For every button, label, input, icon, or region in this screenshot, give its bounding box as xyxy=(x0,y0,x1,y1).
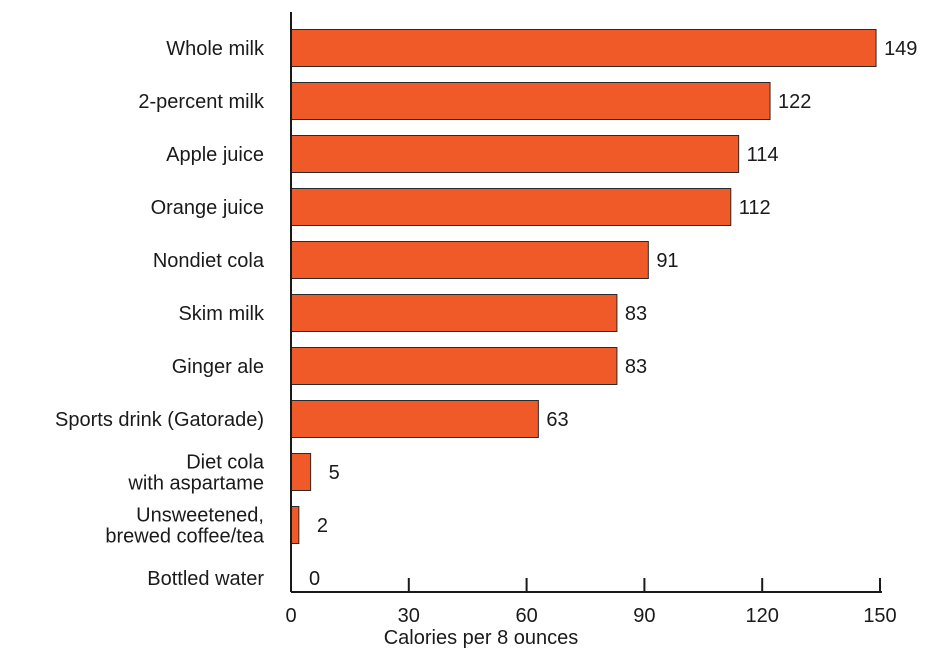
x-tick-label: 30 xyxy=(398,605,420,627)
bar-value-label: 63 xyxy=(546,409,568,431)
bars-layer xyxy=(290,29,877,544)
bar-value-label: 122 xyxy=(778,91,811,113)
bar xyxy=(290,29,877,67)
x-axis-ticks: 0 30 60 90 120 150 xyxy=(285,578,897,627)
bar xyxy=(290,400,539,438)
bar-value-label: 83 xyxy=(625,303,647,325)
category-label: Nondiet cola xyxy=(153,250,265,272)
category-label: Orange juice xyxy=(151,197,264,219)
bar-value-label: 83 xyxy=(625,356,647,378)
category-label: 2-percent milk xyxy=(138,91,265,113)
bar-value-label: 112 xyxy=(739,197,771,219)
x-tick-label: 0 xyxy=(285,605,296,627)
category-label: Sports drink (Gatorade) xyxy=(55,409,264,431)
x-tick-label: 60 xyxy=(515,605,537,627)
category-label: Unsweetened, brewed coffee/tea xyxy=(105,505,265,548)
labels-layer: 149 Whole milk 122 2-percent milk 114 Apple j… xyxy=(55,38,917,590)
category-label: Ginger ale xyxy=(172,356,264,378)
bar xyxy=(290,82,771,120)
x-axis-title: Calories per 8 ounces xyxy=(384,627,579,649)
x-tick-label: 150 xyxy=(863,605,896,627)
category-label: Skim milk xyxy=(178,303,265,325)
axes: 0 30 60 90 120 150 xyxy=(285,12,897,627)
bar xyxy=(290,453,312,491)
bar xyxy=(290,347,618,385)
bar-value-label: 114 xyxy=(747,144,779,166)
bar xyxy=(290,188,732,226)
bar-value-label: 2 xyxy=(317,515,328,537)
bar xyxy=(290,241,649,279)
category-label: Apple juice xyxy=(166,144,264,166)
bar-value-label: 5 xyxy=(329,462,340,484)
bar-value-label: 149 xyxy=(884,38,917,60)
category-label: Diet cola with aspartame xyxy=(127,452,265,495)
bar xyxy=(290,294,618,332)
x-tick-label: 90 xyxy=(633,605,655,627)
bar xyxy=(290,135,740,173)
category-label: Bottled water xyxy=(147,568,264,590)
bar-value-label: 0 xyxy=(309,568,320,590)
bar xyxy=(290,506,300,544)
x-tick-label: 120 xyxy=(746,605,779,627)
category-label: Whole milk xyxy=(166,38,265,60)
bar-value-label: 91 xyxy=(656,250,678,272)
